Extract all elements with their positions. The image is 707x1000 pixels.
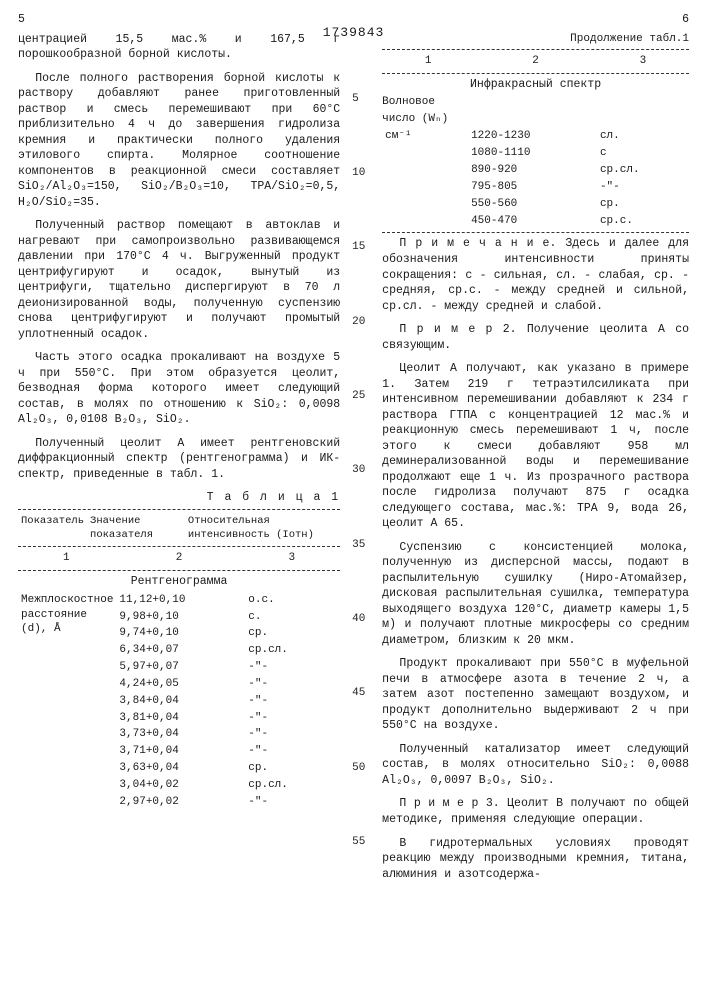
document-number: 1739843 <box>323 24 385 42</box>
table-cell: -"- <box>245 743 340 760</box>
table-cell: 3,84+0,04 <box>116 693 245 710</box>
row-label: см⁻¹ <box>382 128 468 145</box>
paragraph: Полученный катализатор имеет следующий с… <box>382 742 689 789</box>
table-cell: -"- <box>245 726 340 743</box>
line-markers: 5 10 15 20 25 30 35 40 45 50 55 <box>352 32 370 891</box>
table-cell: 6,34+0,07 <box>116 642 245 659</box>
table1-cont-nums: 1 2 3 <box>382 53 689 70</box>
table-cell: 11,12+0,10 <box>116 592 245 609</box>
table-cell: с <box>597 145 689 162</box>
table-cell: 795-805 <box>468 179 597 196</box>
table-cell: ср. <box>245 760 340 777</box>
table-cell: ср.сл. <box>245 642 340 659</box>
col-num: 3 <box>244 550 341 567</box>
paragraph: Полученный цеолит А имеет рентгеновский … <box>18 436 340 483</box>
right-page-number: 6 <box>682 12 689 28</box>
row-label <box>382 145 468 162</box>
table-cell: 9,74+0,10 <box>116 625 245 642</box>
table-cell: -"- <box>245 693 340 710</box>
paragraph: Часть этого осадка прокаливают на воздух… <box>18 350 340 428</box>
row-label <box>382 179 468 196</box>
table-header: Относительная интенсивность (Iотн) <box>185 513 340 543</box>
row-label <box>382 196 468 213</box>
table1: Показатель Значение показателя Относител… <box>18 513 340 543</box>
row-label: Межплоскостное расстояние (d), Å <box>18 592 116 811</box>
paragraph: П р и м е р 3. Цеолит В получают по обще… <box>382 796 689 827</box>
table-cell: 3,63+0,04 <box>116 760 245 777</box>
table1-nums: 1 2 3 <box>18 550 340 567</box>
rule <box>18 509 340 510</box>
table-cell: 1220-1230 <box>468 128 597 145</box>
table-cell: 3,04+0,02 <box>116 777 245 794</box>
paragraph: Суспензию с консистенцией молока, получе… <box>382 540 689 649</box>
right-column: Продолжение табл.1 1 2 3 Инфракрасный сп… <box>382 32 689 891</box>
table-section: Инфракрасный спектр <box>382 77 689 93</box>
table-cell: 890-920 <box>468 162 597 179</box>
table-cell: -"- <box>245 710 340 727</box>
left-column: центрацией 15,5 мас.% и 167,5 г порошкоо… <box>18 32 340 891</box>
paragraph: центрацией 15,5 мас.% и 167,5 г порошкоо… <box>18 32 340 63</box>
col-num: 2 <box>474 53 597 70</box>
table-cell: о.с. <box>245 592 340 609</box>
table-cell: -"- <box>245 794 340 811</box>
table-header: Значение показателя <box>87 513 185 543</box>
table-cell: 1080-1110 <box>468 145 597 162</box>
paragraph: Полученный раствор помещают в автоклав и… <box>18 218 340 342</box>
table-cell: сл. <box>597 128 689 145</box>
table-cell: ср. <box>597 196 689 213</box>
paragraph: Продукт прокаливают при 550°С в муфельно… <box>382 656 689 734</box>
rule <box>382 232 689 233</box>
table-cell: ср. <box>245 625 340 642</box>
xrd-table: Межплоскостное расстояние (d), Å11,12+0,… <box>18 592 340 811</box>
ir-label: Волновое <box>382 95 689 110</box>
table-cell: 3,73+0,04 <box>116 726 245 743</box>
rule <box>18 570 340 571</box>
table-cell: 4,24+0,05 <box>116 676 245 693</box>
table-cell: ср.сл. <box>597 162 689 179</box>
row-label <box>382 213 468 230</box>
table-cell: ср.сл. <box>245 777 340 794</box>
col-num: 1 <box>18 550 115 567</box>
table-cell: -"- <box>245 659 340 676</box>
table-cell: 3,71+0,04 <box>116 743 245 760</box>
table-cell: -"- <box>597 179 689 196</box>
table-cell: 2,97+0,02 <box>116 794 245 811</box>
continuation-note: Продолжение табл.1 <box>382 32 689 47</box>
col-num: 1 <box>382 53 474 70</box>
rule <box>18 546 340 547</box>
table-cell: -"- <box>245 676 340 693</box>
table-cell: 450-470 <box>468 213 597 230</box>
left-page-number: 5 <box>18 12 25 28</box>
ir-label: число (Wₙ) <box>382 112 689 127</box>
table-cell: 5,97+0,07 <box>116 659 245 676</box>
table-cell: ср.с. <box>597 213 689 230</box>
table-section: Рентгенограмма <box>18 574 340 590</box>
rule <box>382 73 689 74</box>
paragraph: После полного растворения борной кислоты… <box>18 71 340 211</box>
paragraph: П р и м е р 2. Получение цеолита А со св… <box>382 322 689 353</box>
rule <box>382 49 689 50</box>
table-cell: с. <box>245 609 340 626</box>
note: П р и м е ч а н и е. Здесь и далее для о… <box>382 236 689 314</box>
col-num: 3 <box>597 53 689 70</box>
table-cell: 9,98+0,10 <box>116 609 245 626</box>
table-cell: 550-560 <box>468 196 597 213</box>
table-header: Показатель <box>18 513 87 543</box>
row-label <box>382 162 468 179</box>
col-num: 2 <box>115 550 244 567</box>
paragraph: Цеолит А получают, как указано в примере… <box>382 361 689 532</box>
paragraph: В гидротермальных условиях проводят реак… <box>382 836 689 883</box>
table-title: Т а б л и ц а 1 <box>18 490 340 506</box>
table-cell: 3,81+0,04 <box>116 710 245 727</box>
ir-table: см⁻¹1220-1230сл.1080-1110с890-920ср.сл.7… <box>382 128 689 229</box>
